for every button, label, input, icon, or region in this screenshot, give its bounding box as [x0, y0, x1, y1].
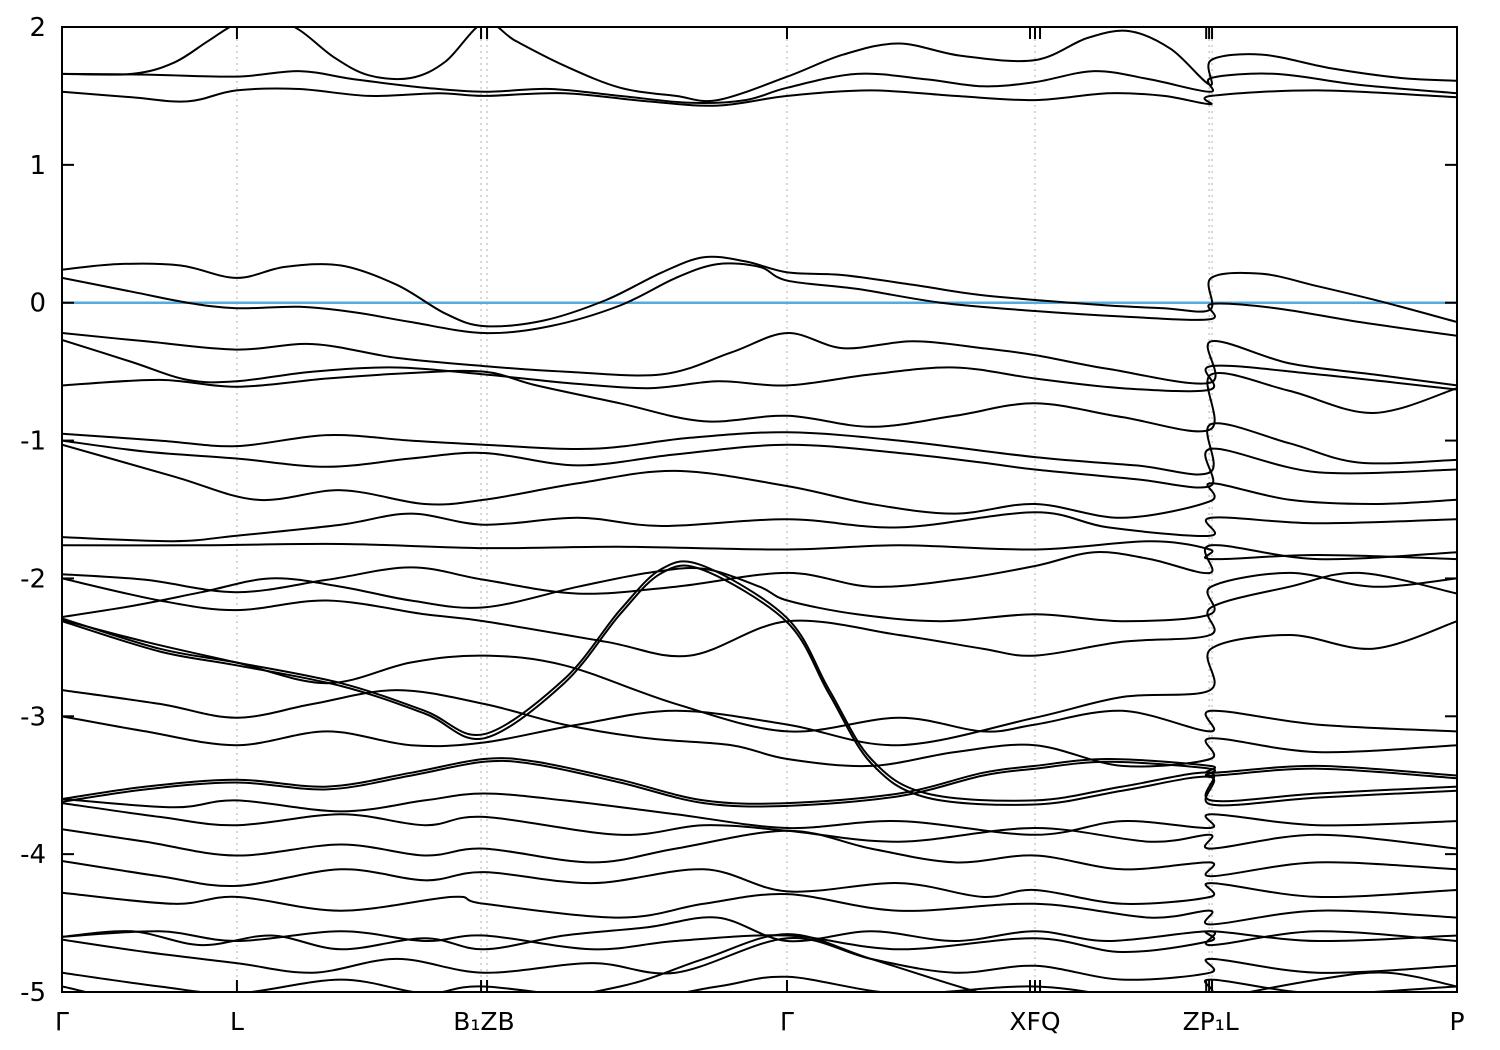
x-tick-label: Γ [780, 1007, 794, 1036]
x-tick-label: L [230, 1007, 244, 1036]
y-tick-label: -1 [20, 427, 46, 457]
band-line-band-07 [62, 338, 1457, 393]
band-line-band-30 [62, 937, 1457, 981]
band-line-band-10 [62, 439, 1457, 489]
band-line-band-16 [62, 567, 1457, 623]
x-tick-label: ZP₁L [1183, 1007, 1239, 1036]
band-line-band-21 [62, 620, 1457, 748]
band-line-band-11 [62, 443, 1457, 519]
band-line-band-23 [62, 759, 1457, 808]
band-line-band-29 [62, 930, 1457, 954]
x-tick-label: Γ [55, 1007, 69, 1036]
band-line-band-09 [62, 422, 1457, 476]
band-line-band-33 [62, 916, 1457, 951]
band-line-band-19 [62, 618, 1457, 733]
band-line-band-18 [62, 564, 1457, 807]
band-line-band-32 [62, 933, 1457, 992]
band-line-band-27 [62, 860, 1457, 905]
y-axis-ticks [62, 26, 1457, 993]
band-line-band-28 [62, 891, 1457, 926]
y-tick-label: 0 [29, 289, 46, 319]
band-line-band-13 [62, 540, 1457, 561]
x-tick-label: XFQ [1009, 1007, 1060, 1036]
band-line-band-05 [62, 262, 1457, 337]
band-line-band-20 [62, 689, 1457, 768]
band-line-band-12 [62, 511, 1457, 543]
y-tick-label: -4 [20, 840, 46, 870]
x-tick-label: B₁ZB [453, 1007, 514, 1036]
band-line-band-25 [62, 802, 1457, 850]
x-axis-labels: Γ L B₁ZB Γ XFQ ZP₁L P [55, 1007, 1465, 1036]
x-tick-label: P [1449, 1007, 1464, 1036]
y-tick-label: -3 [20, 702, 46, 732]
bands [62, 27, 1457, 992]
plot-border [61, 26, 1458, 993]
y-axis-labels: 2 1 0 -1 -2 -3 -4 -5 [20, 13, 46, 1008]
band-line-band-02 [62, 70, 1457, 105]
band-line-band-15 [62, 571, 1457, 658]
y-tick-label: 1 [29, 151, 46, 181]
x-axis-ticks [61, 27, 1458, 992]
y-tick-label: 2 [29, 13, 46, 43]
y-tick-label: -5 [20, 978, 46, 1008]
y-tick-label: -2 [20, 564, 46, 594]
band-line-band-04 [62, 255, 1457, 328]
band-line-band-06 [62, 331, 1457, 387]
band-line-band-08 [62, 369, 1457, 433]
band-line-band-24 [62, 792, 1457, 836]
band-line-band-03 [62, 87, 1457, 107]
band-line-band-26 [62, 828, 1457, 878]
